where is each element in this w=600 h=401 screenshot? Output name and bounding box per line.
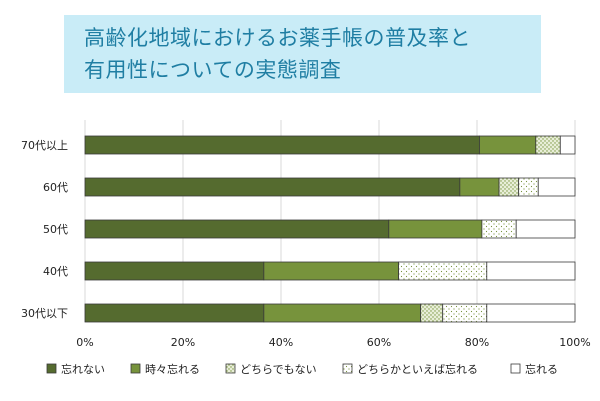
bar-segment [388, 219, 483, 239]
bar-segment [535, 135, 561, 155]
legend-swatch [130, 363, 141, 374]
chart-title: 高齢化地域におけるお薬手帳の普及率と 有用性についての実態調査 [64, 15, 541, 93]
bar-segment [263, 261, 400, 281]
x-tick-label: 80% [465, 336, 489, 349]
legend-swatch [510, 363, 521, 374]
bar-segment [518, 177, 539, 197]
y-category-label: 60代 [43, 181, 68, 194]
legend-swatch [46, 363, 57, 374]
bar-segment [486, 303, 576, 323]
bar-segment [398, 261, 488, 281]
bar-segment [84, 303, 265, 323]
bar-segment [486, 261, 576, 281]
legend-label: どちらでもない [240, 363, 317, 376]
bar-segment [263, 303, 422, 323]
bar-segment [481, 219, 517, 239]
bar-segment [515, 219, 576, 239]
legend-label: 忘れない [61, 362, 105, 376]
legend-label: 忘れる [525, 362, 558, 376]
bar-segment [420, 303, 444, 323]
legend-label: どちらかといえば忘れる [357, 362, 478, 376]
bar-segment [84, 219, 390, 239]
bar-segment [84, 177, 461, 197]
bar-segment [84, 135, 480, 155]
y-category-label: 30代以下 [21, 307, 68, 320]
chart-title-line1: 高齢化地域におけるお薬手帳の普及率と [84, 26, 471, 50]
x-tick-label: 100% [559, 336, 590, 349]
bar-segment [442, 303, 488, 323]
bar-segment [559, 135, 576, 155]
legend-swatch [342, 363, 353, 374]
x-tick-label: 0% [76, 336, 93, 349]
y-category-label: 70代以上 [21, 139, 68, 152]
bar-layer [84, 135, 576, 323]
x-tick-label: 20% [171, 336, 195, 349]
legend-swatch [225, 363, 236, 374]
legend-layer: 忘れない 時々忘れる どちらでもない どちらかといえば忘れる 忘れる [46, 362, 558, 376]
bar-segment [84, 261, 265, 281]
chart-title-line2: 有用性についての実態調査 [84, 58, 342, 82]
bar-segment [498, 177, 520, 197]
x-tick-label: 40% [269, 336, 293, 349]
bar-segment [537, 177, 576, 197]
x-tick-label: 60% [367, 336, 391, 349]
bar-segment [459, 177, 500, 197]
legend-label: 時々忘れる [145, 362, 200, 376]
label-layer: 0% 20% 40% 60% 80% 100% 70代以上 60代 50代 40代 30代以下 [21, 139, 591, 349]
y-category-label: 40代 [43, 265, 68, 278]
y-category-label: 50代 [43, 223, 68, 236]
bar-segment [479, 135, 537, 155]
